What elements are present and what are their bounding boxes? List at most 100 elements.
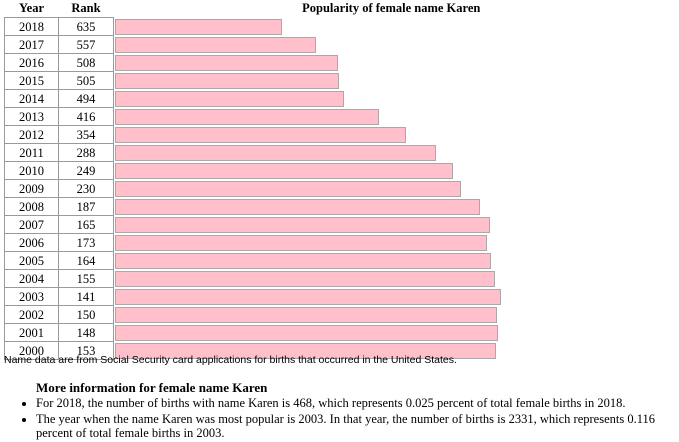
bar-cell <box>114 270 670 288</box>
year-label: 2004 <box>4 269 59 288</box>
chart-body: 2018 635 2017 557 2016 508 2015 505 2014 494 2013 4… <box>4 17 670 360</box>
year-label: 2005 <box>4 251 59 270</box>
table-row: 2007 165 <box>4 215 670 234</box>
bar-cell <box>114 324 670 342</box>
rank-column-header: Rank <box>71 1 101 15</box>
rank-bar <box>115 306 497 323</box>
table-row: 2012 354 <box>4 125 670 144</box>
bar-cell <box>114 72 670 90</box>
rank-bar <box>115 342 496 359</box>
rank-bar <box>115 126 406 143</box>
rank-value: 505 <box>58 71 114 90</box>
year-label: 2014 <box>4 89 59 108</box>
rank-value: 187 <box>58 197 114 216</box>
bar-cell <box>114 198 670 216</box>
source-note: Name data are from Social Security card … <box>4 354 457 366</box>
bar-cell <box>114 90 670 108</box>
rank-bar <box>115 144 436 161</box>
table-row: 2002 150 <box>4 305 670 324</box>
bar-cell <box>114 108 670 126</box>
rank-value: 148 <box>58 323 114 342</box>
year-label: 2006 <box>4 233 59 252</box>
rank-value: 230 <box>58 179 114 198</box>
more-info-list: For 2018, the number of births with name… <box>22 396 676 442</box>
bar-cell <box>114 144 670 162</box>
table-row: 2008 187 <box>4 197 670 216</box>
rank-bar <box>115 54 338 71</box>
rank-value: 508 <box>58 53 114 72</box>
table-row: 2017 557 <box>4 35 670 54</box>
rank-value: 557 <box>58 35 114 54</box>
rank-bar <box>115 18 282 35</box>
year-label: 2016 <box>4 53 59 72</box>
rank-bar <box>115 108 379 125</box>
rank-bar <box>115 198 480 215</box>
table-row: 2006 173 <box>4 233 670 252</box>
year-label: 2018 <box>4 17 59 36</box>
rank-value: 416 <box>58 107 114 126</box>
year-label: 2008 <box>4 197 59 216</box>
rank-bar <box>115 270 495 287</box>
list-item: The year when the name Karen was most po… <box>36 412 676 440</box>
chart-title: Popularity of female name Karen <box>302 1 481 16</box>
rank-bar <box>115 216 490 233</box>
rank-value: 153 <box>58 341 114 360</box>
rank-bar <box>115 324 498 341</box>
year-label: 2017 <box>4 35 59 54</box>
bar-cell <box>114 162 670 180</box>
table-row: 2011 288 <box>4 143 670 162</box>
bar-cell <box>114 54 670 72</box>
bar-cell <box>114 216 670 234</box>
table-row: 2013 416 <box>4 107 670 126</box>
rank-bar <box>115 288 501 305</box>
rank-bar <box>115 180 461 197</box>
rank-bar <box>115 36 316 53</box>
rank-bar <box>115 90 344 107</box>
bar-cell <box>114 18 670 36</box>
year-label: 2012 <box>4 125 59 144</box>
rank-value: 635 <box>58 17 114 36</box>
year-label: 2003 <box>4 287 59 306</box>
table-row: 2015 505 <box>4 71 670 90</box>
bar-cell <box>114 126 670 144</box>
rank-value: 173 <box>58 233 114 252</box>
year-label: 2011 <box>4 143 59 162</box>
bar-cell <box>114 234 670 252</box>
table-row: 2009 230 <box>4 179 670 198</box>
popularity-table: Year Rank Popularity of female name Kare… <box>4 0 670 360</box>
rank-bar <box>115 234 487 251</box>
table-row: 2003 141 <box>4 287 670 306</box>
year-label: 2007 <box>4 215 59 234</box>
bar-cell <box>114 252 670 270</box>
year-label: 2001 <box>4 323 59 342</box>
year-column-header: Year <box>19 1 44 15</box>
year-label: 2002 <box>4 305 59 324</box>
bar-cell <box>114 36 670 54</box>
rank-bar <box>115 72 339 89</box>
rank-value: 288 <box>58 143 114 162</box>
rank-value: 155 <box>58 269 114 288</box>
rank-bar <box>115 252 491 269</box>
rank-value: 494 <box>58 89 114 108</box>
table-row: 2014 494 <box>4 89 670 108</box>
rank-value: 164 <box>58 251 114 270</box>
year-label: 2010 <box>4 161 59 180</box>
year-label: 2000 <box>4 341 59 360</box>
table-row: 2004 155 <box>4 269 670 288</box>
bar-cell <box>114 342 670 360</box>
rank-value: 150 <box>58 305 114 324</box>
table-row: 2016 508 <box>4 53 670 72</box>
table-row: 2010 249 <box>4 161 670 180</box>
table-row: 2000 153 <box>4 341 670 360</box>
year-label: 2013 <box>4 107 59 126</box>
rank-bar <box>115 162 453 179</box>
year-label: 2009 <box>4 179 59 198</box>
rank-value: 354 <box>58 125 114 144</box>
table-row: 2018 635 <box>4 17 670 36</box>
more-info-heading: More information for female name Karen <box>36 380 268 395</box>
rank-value: 249 <box>58 161 114 180</box>
rank-value: 165 <box>58 215 114 234</box>
bar-cell <box>114 180 670 198</box>
bar-cell <box>114 288 670 306</box>
table-row: 2005 164 <box>4 251 670 270</box>
